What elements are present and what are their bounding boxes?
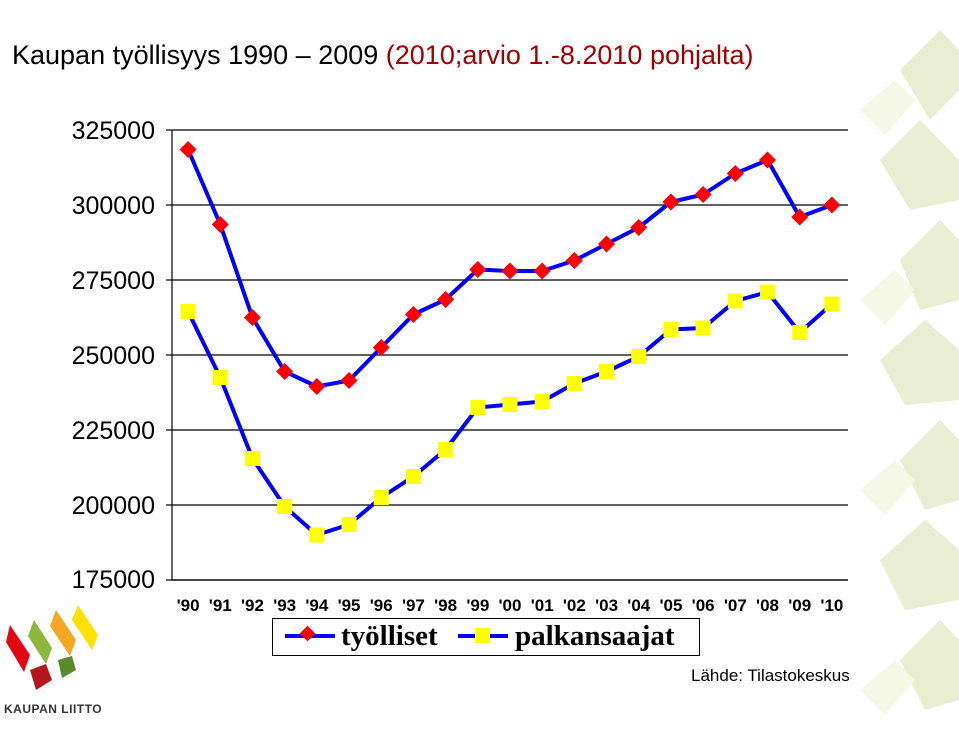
x-tick-label-9: '99 [466,596,489,615]
point-palkansaajat-'98 [438,442,454,457]
point-työlliset-'93 [276,363,294,380]
legend-label-tyolliset: työlliset [341,620,438,652]
point-palkansaajat-'01 [534,394,550,409]
title-main: Kaupan työllisyys 1990 – 2009 [12,40,379,70]
chart-title: Kaupan työllisyys 1990 – 2009 (2010;arvi… [12,40,754,71]
point-työlliset-'90 [179,141,197,158]
y-tick-5: 200000 [71,492,155,520]
point-työlliset-'10 [823,196,841,214]
x-tick-label-2: '92 [241,596,264,615]
point-työlliset-'08 [759,151,777,169]
point-työlliset-'01 [533,262,551,280]
y-tick-6: 175000 [71,566,155,594]
legend-symbols [285,625,508,643]
point-palkansaajat-'93 [277,499,293,514]
point-palkansaajat-'95 [341,517,357,532]
x-tick-label-10: '00 [499,596,522,615]
x-tick-label-15: '05 [659,596,682,615]
x-tick-label-17: '07 [724,596,747,615]
logo-text: KAUPAN LIITTO [4,702,103,716]
series-line-palkansaajat [186,290,834,537]
point-palkansaajat-'10 [824,296,840,312]
point-työlliset-'95 [340,372,358,389]
x-tick-label-16: '06 [692,596,715,615]
point-palkansaajat-'05 [663,322,679,337]
point-työlliset-'00 [501,262,519,280]
x-tick-label-6: '96 [370,596,393,615]
x-tick-label-11: '01 [531,596,554,615]
point-työlliset-'02 [565,252,583,269]
point-työlliset-'05 [662,193,680,211]
title-note: (2010;arvio 1.-8.2010 pohjalta) [385,40,754,70]
source-note: Lähde: Tilastokeskus [691,666,850,685]
point-työlliset-'99 [469,261,487,278]
x-tick-label-0: '90 [177,596,200,615]
point-työlliset-'96 [372,339,390,356]
point-palkansaajat-'04 [631,349,647,364]
y-tick-4: 225000 [71,417,155,445]
point-palkansaajat-'91 [212,370,228,385]
point-palkansaajat-'97 [405,469,421,484]
x-tick-label-18: '08 [756,596,779,615]
point-työlliset-'92 [243,309,261,326]
point-työlliset-'07 [726,165,744,182]
x-tick-label-19: '09 [788,596,811,615]
point-työlliset-'98 [437,291,455,308]
y-tick-1: 300000 [71,192,155,220]
point-palkansaajat-'07 [727,293,743,309]
x-tick-label-7: '97 [402,596,425,615]
kaupan-liitto-logo [6,605,98,690]
x-tick-label-8: '98 [434,596,457,615]
y-tick-0: 325000 [71,117,155,145]
x-tick-label-13: '03 [595,596,618,615]
legend-label-palkansaajat: palkansaajat [515,620,675,652]
point-palkansaajat-'08 [760,284,776,300]
x-tick-label-3: '93 [273,596,296,615]
y-tick-2: 275000 [71,267,155,295]
legend-tyolliset-marker [299,625,316,642]
point-työlliset-'04 [630,219,648,236]
point-palkansaajat-'03 [599,364,615,379]
point-työlliset-'97 [404,306,422,323]
point-työlliset-'03 [598,235,616,253]
x-tick-label-1: '91 [209,596,232,615]
point-palkansaajat-'99 [470,400,486,415]
point-palkansaajat-'09 [792,325,808,340]
point-palkansaajat-'90 [180,304,196,319]
point-palkansaajat-'96 [373,490,389,505]
point-työlliset-'94 [308,378,326,395]
x-tick-label-20: '10 [820,596,843,615]
point-palkansaajat-'02 [566,376,582,391]
y-tick-3: 250000 [71,342,155,370]
x-tick-label-14: '04 [627,596,650,615]
point-palkansaajat-'92 [244,451,260,466]
x-tick-label-5: '95 [338,596,361,615]
point-työlliset-'09 [791,208,809,226]
legend-palkansaajat-marker [475,628,490,643]
x-tick-label-4: '94 [305,596,328,615]
point-palkansaajat-'94 [309,527,325,543]
legend: työlliset palkansaajat [272,618,700,656]
point-työlliset-'06 [694,186,712,203]
x-tick-label-12: '02 [563,596,586,615]
point-palkansaajat-'00 [502,397,518,412]
point-työlliset-'91 [211,216,229,233]
point-palkansaajat-'06 [695,320,711,336]
